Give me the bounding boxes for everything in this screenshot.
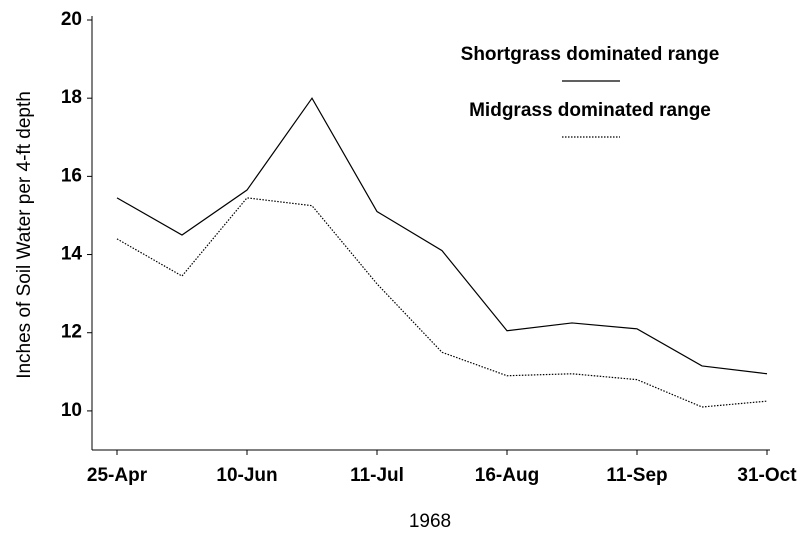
series-line [116, 197, 768, 408]
series-line [116, 97, 768, 375]
legend-label: Shortgrass dominated range [461, 44, 720, 65]
x-tick-label: 31-Oct [737, 465, 797, 486]
y-tick-label: 16 [61, 165, 82, 186]
x-tick-label: 11-Jul [350, 465, 404, 486]
y-tick-label: 10 [61, 400, 82, 421]
y-axis-title: Inches of Soil Water per 4-ft depth [14, 91, 35, 379]
x-tick-label: 16-Aug [475, 465, 539, 486]
x-axis-title: 1968 [409, 511, 451, 532]
x-tick-label: 11-Sep [606, 465, 667, 486]
x-tick-label: 25-Apr [87, 465, 148, 486]
legend-label: Midgrass dominated range [469, 100, 711, 121]
x-tick-label: 10-Jun [216, 465, 277, 486]
y-tick-label: 14 [61, 244, 83, 265]
y-tick-label: 18 [61, 87, 82, 108]
y-tick-label: 20 [61, 9, 82, 30]
y-tick-label: 12 [61, 322, 82, 343]
